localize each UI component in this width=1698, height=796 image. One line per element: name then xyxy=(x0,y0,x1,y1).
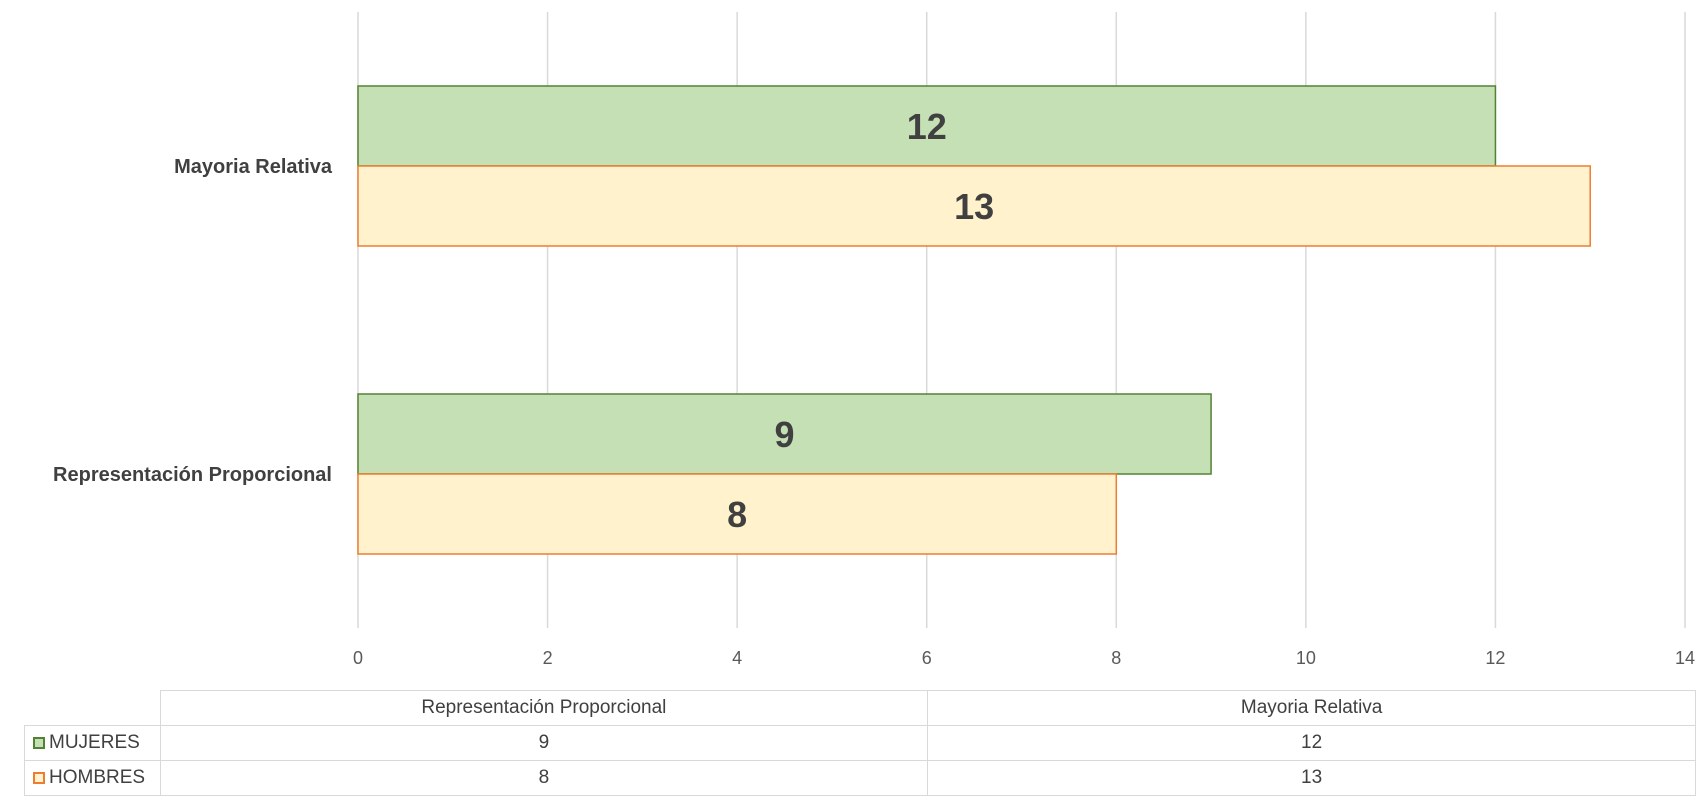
category-label: Mayoria Relativa xyxy=(174,156,333,178)
x-tick-label: 2 xyxy=(543,648,553,668)
data-table-corner xyxy=(25,691,161,726)
legend-label: MUJERES xyxy=(49,732,140,753)
data-label: 13 xyxy=(954,186,994,227)
legend-entry-mujeres: MUJERES xyxy=(24,725,161,761)
legend-swatch-hombres xyxy=(33,772,45,784)
x-tick-label: 0 xyxy=(353,648,363,668)
data-table: Representación Proporcional Mayoria Rela… xyxy=(24,690,1696,796)
legend-label: HOMBRES xyxy=(49,767,146,788)
x-tick-label: 4 xyxy=(732,648,742,668)
data-table-row: HOMBRES 8 13 xyxy=(24,760,1696,796)
data-table-header: Mayoria Relativa xyxy=(927,690,1696,726)
data-label: 8 xyxy=(727,494,747,535)
x-tick-label: 10 xyxy=(1296,648,1316,668)
bar-mujeres xyxy=(357,85,1497,167)
data-table-header: Representación Proporcional xyxy=(159,690,929,726)
x-tick-label: 12 xyxy=(1485,648,1505,668)
data-label: 12 xyxy=(907,106,947,147)
bar-mujeres xyxy=(357,393,1212,475)
data-table-row: MUJERES 9 12 xyxy=(24,725,1696,761)
x-tick-label: 6 xyxy=(922,648,932,668)
x-axis-ticks: 0 2 4 6 8 10 12 14 xyxy=(353,648,1695,668)
category-labels: Representación Proporcional Mayoria Relat… xyxy=(53,156,333,486)
x-tick-label: 8 xyxy=(1111,648,1121,668)
category-label: Representación Proporcional xyxy=(53,464,332,486)
data-table-header-row: Representación Proporcional Mayoria Rela… xyxy=(25,690,1696,726)
bar-hombres xyxy=(357,165,1591,247)
data-table-cell: 8 xyxy=(159,760,929,796)
data-table-cell: 12 xyxy=(927,725,1696,761)
legend-entry-hombres: HOMBRES xyxy=(24,760,161,796)
data-table-cell: 13 xyxy=(927,760,1696,796)
legend-swatch-mujeres xyxy=(33,737,45,749)
data-label: 9 xyxy=(775,414,795,455)
data-table-cell: 9 xyxy=(159,725,929,761)
x-tick-label: 14 xyxy=(1675,648,1695,668)
bar-hombres xyxy=(357,473,1118,555)
